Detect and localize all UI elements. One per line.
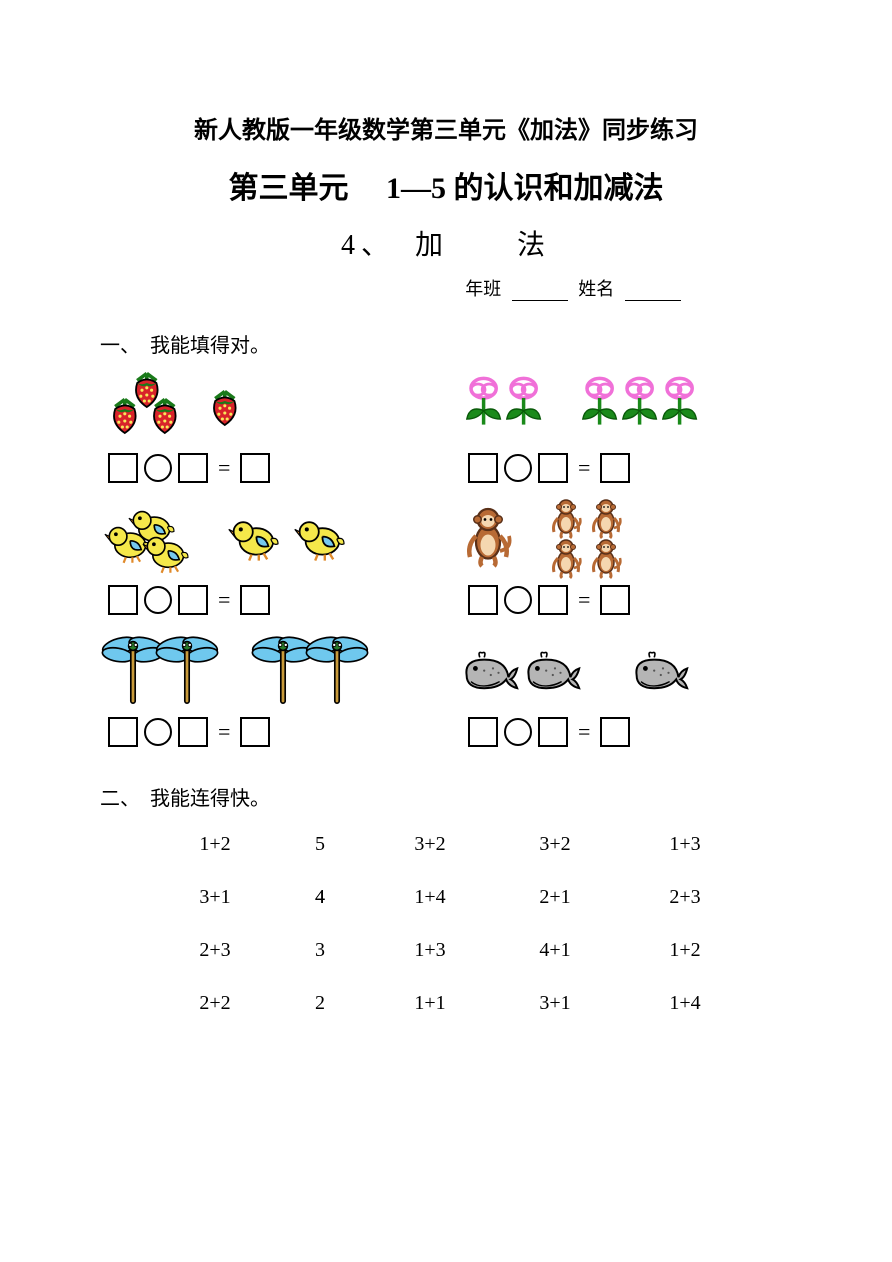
number-box[interactable] [178, 717, 208, 747]
match-cell: 1+2 [160, 833, 270, 856]
number-box[interactable] [108, 717, 138, 747]
match-cell: 2+2 [160, 992, 270, 1015]
equation-blank: = [460, 578, 780, 622]
equals-sign: = [578, 587, 590, 613]
unit-title: 第三单元 1—5 的认识和加减法 [100, 163, 792, 207]
match-cell: 5 [270, 833, 370, 856]
equals-sign: = [218, 587, 230, 613]
match-cell: 1+1 [370, 992, 490, 1015]
match-cell: 2 [270, 992, 370, 1015]
match-cell: 1+2 [620, 939, 750, 962]
equals-sign: = [578, 455, 590, 481]
operator-circle[interactable] [144, 718, 172, 746]
problem-row-3: = = [100, 632, 792, 754]
name-blank[interactable] [625, 300, 681, 301]
match-cell: 4 [270, 886, 370, 909]
equals-sign: = [218, 719, 230, 745]
match-row: 2+2 2 1+1 3+1 1+4 [160, 992, 792, 1015]
lesson-title: 4、 加 法 [100, 223, 792, 263]
problem-flowers: = [460, 368, 780, 490]
match-row: 3+1 4 4 1+4 2+1 2+3 [160, 886, 792, 909]
name-label: 姓名 [578, 279, 614, 299]
number-box[interactable] [108, 453, 138, 483]
number-box[interactable] [538, 585, 568, 615]
number-box[interactable] [538, 453, 568, 483]
dragonfly-group-icon [100, 629, 400, 713]
section-1-title: 一、 我能填得对。 [100, 329, 792, 358]
number-box[interactable] [468, 717, 498, 747]
matching-table: 1+2 5 3+2 3+2 1+3 3+1 4 4 1+4 2+1 2+3 2+… [100, 833, 792, 1015]
equation-blank: = [100, 578, 420, 622]
match-cell: 1+4 [370, 886, 490, 909]
chick-group-icon [100, 499, 400, 579]
operator-circle[interactable] [144, 586, 172, 614]
operator-circle[interactable] [504, 586, 532, 614]
match-cell: 3+2 [370, 833, 490, 856]
number-box[interactable] [600, 585, 630, 615]
main-title: 新人教版一年级数学第三单元《加法》同步练习 [100, 110, 792, 145]
match-cell: 2+3 [620, 886, 750, 909]
match-cell: 3+1 [490, 992, 620, 1015]
number-box[interactable] [108, 585, 138, 615]
number-box[interactable] [468, 453, 498, 483]
class-blank[interactable] [512, 300, 568, 301]
operator-circle[interactable] [504, 454, 532, 482]
number-box[interactable] [600, 453, 630, 483]
number-box[interactable] [240, 717, 270, 747]
problem-row-2: = = [100, 500, 792, 622]
student-info-line: 年班 姓名 [100, 275, 792, 301]
equation-blank: = [460, 446, 780, 490]
match-row: 1+2 5 3+2 3+2 1+3 [160, 833, 792, 856]
match-cell: 2+1 [490, 886, 620, 909]
number-box[interactable] [240, 453, 270, 483]
number-box[interactable] [538, 717, 568, 747]
problem-strawberries: = [100, 368, 420, 490]
section-2-title: 二、 我能连得快。 [100, 782, 792, 811]
operator-circle[interactable] [144, 454, 172, 482]
match-cell: 1+3 [620, 833, 750, 856]
number-box[interactable] [178, 585, 208, 615]
match-cell: 4+1 [490, 939, 620, 962]
match-cell: 1+4 [620, 992, 750, 1015]
equation-blank: = [460, 710, 780, 754]
equals-sign: = [218, 455, 230, 481]
strawberry-group-icon [100, 369, 250, 445]
number-box[interactable] [468, 585, 498, 615]
class-label: 年班 [465, 279, 501, 299]
flower-group-icon [460, 369, 760, 445]
match-cell: 3+1 [160, 886, 270, 909]
match-cell: 1+3 [370, 939, 490, 962]
monkey-group-icon [460, 498, 760, 580]
match-row: 2+3 3 1+3 4+1 1+2 [160, 939, 792, 962]
equation-blank: = [100, 446, 420, 490]
number-box[interactable] [240, 585, 270, 615]
whale-group-icon [460, 631, 760, 711]
problem-chicks: = [100, 500, 420, 622]
problem-dragonflies: = [100, 632, 420, 754]
problem-whales: = [460, 632, 780, 754]
equation-blank: = [100, 710, 420, 754]
problem-monkeys: = [460, 500, 780, 622]
match-cell: 3 [270, 939, 370, 962]
problem-row-1: = = [100, 368, 792, 490]
equals-sign: = [578, 719, 590, 745]
number-box[interactable] [600, 717, 630, 747]
operator-circle[interactable] [504, 718, 532, 746]
worksheet-page: 新人教版一年级数学第三单元《加法》同步练习 第三单元 1—5 的认识和加减法 4… [0, 0, 892, 1015]
match-cell: 2+3 [160, 939, 270, 962]
number-box[interactable] [178, 453, 208, 483]
match-cell: 3+2 [490, 833, 620, 856]
